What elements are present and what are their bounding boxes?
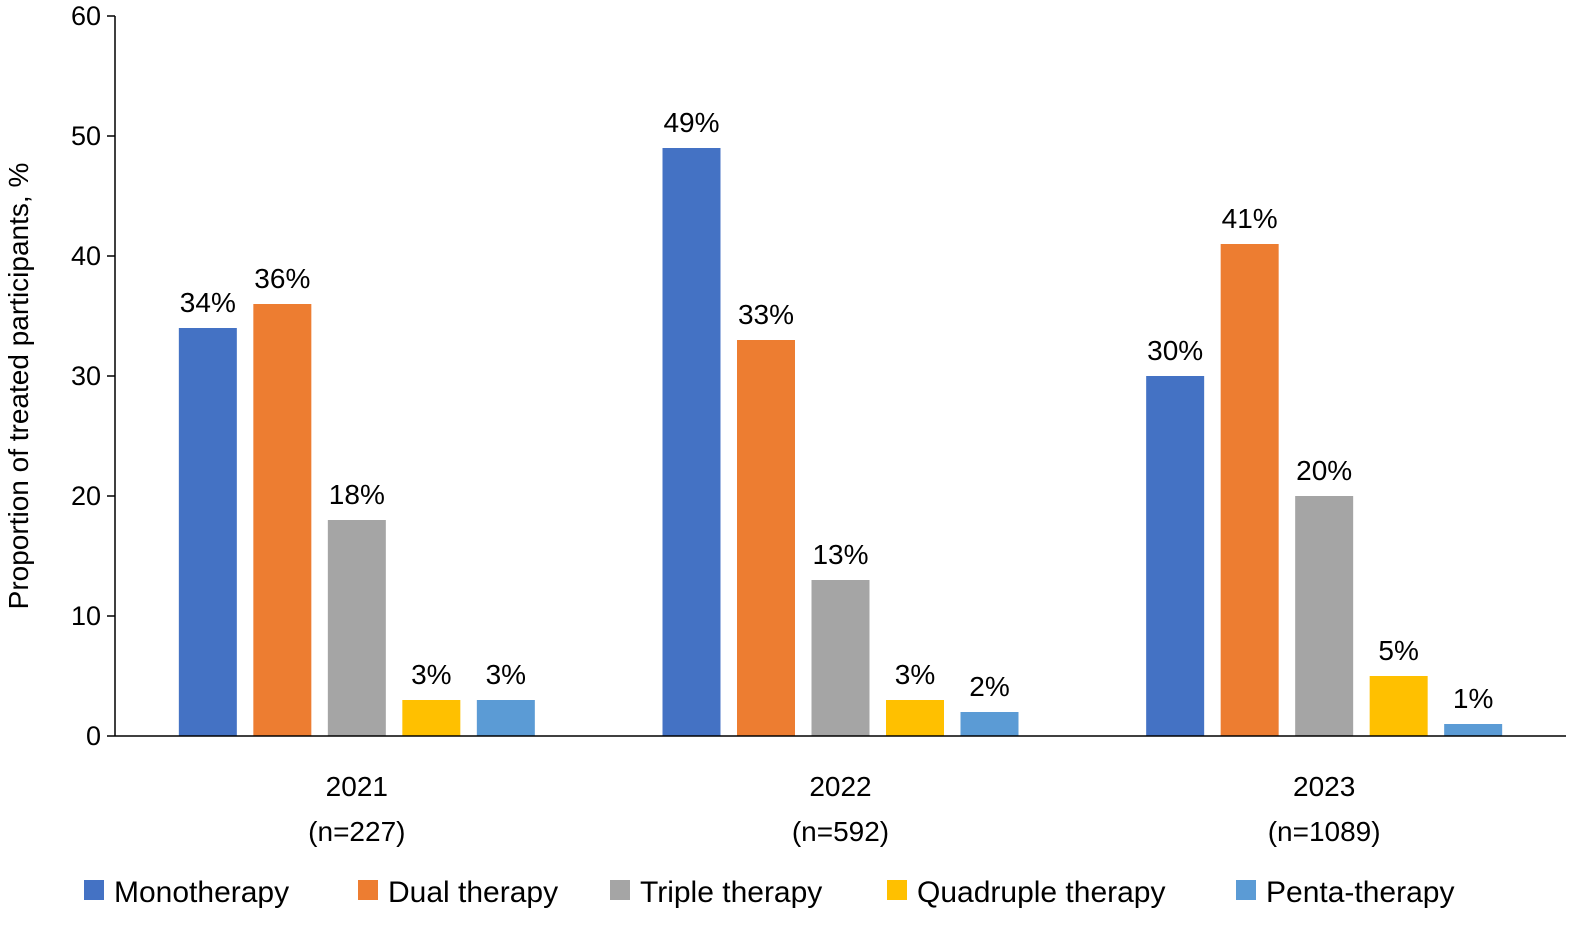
legend-swatch — [1236, 880, 1256, 900]
y-tick-label: 50 — [71, 121, 101, 151]
bar — [811, 580, 870, 736]
data-label: 33% — [738, 299, 794, 330]
legend-label: Dual therapy — [388, 876, 558, 909]
data-label: 3% — [895, 659, 935, 690]
data-label: 3% — [411, 659, 451, 690]
y-tick-label: 20 — [71, 481, 101, 511]
bar — [327, 520, 386, 736]
data-label: 41% — [1222, 203, 1278, 234]
legend-item: Dual therapy — [358, 876, 558, 909]
data-label: 34% — [180, 287, 236, 318]
bars — [178, 148, 1503, 736]
legend-swatch — [358, 880, 378, 900]
legend-swatch — [610, 880, 630, 900]
data-label: 5% — [1378, 635, 1418, 666]
x-axis: 2021 (n=227) 2022 (n=592) 2023 (n=1089) — [115, 735, 1566, 847]
legend-item: Monotherapy — [84, 876, 289, 909]
legend-label: Triple therapy — [640, 876, 822, 909]
data-label: 18% — [329, 479, 385, 510]
bar — [1220, 244, 1279, 736]
y-tick-label: 0 — [86, 721, 101, 751]
y-tick-label: 30 — [71, 361, 101, 391]
y-axis-label: Proportion of treated participants, % — [3, 163, 34, 610]
data-label: 13% — [812, 539, 868, 570]
data-label: 36% — [254, 263, 310, 294]
bar — [886, 700, 944, 736]
legend: Monotherapy Dual therapy Triple therapy Qua… — [84, 876, 1454, 909]
legend-label: Quadruple therapy — [917, 876, 1166, 909]
bar — [402, 700, 461, 736]
x-category-sublabel: (n=227) — [308, 816, 405, 847]
data-label: 3% — [486, 659, 526, 690]
y-tick-label: 40 — [71, 241, 101, 271]
data-labels: 34% 36% 18% 3% 3% 49% 33% 13% 3% 2% 30% 41% 20% 5% 1% — [180, 107, 1494, 714]
y-axis: 0 10 20 30 40 50 60 — [71, 1, 116, 751]
legend-item: Triple therapy — [610, 876, 822, 909]
bar — [253, 304, 312, 736]
bar — [960, 712, 1019, 736]
data-label: 1% — [1453, 683, 1493, 714]
bar — [476, 700, 535, 736]
legend-swatch — [887, 880, 907, 900]
bar — [737, 340, 795, 736]
legend-swatch — [84, 880, 104, 900]
bar — [1146, 376, 1205, 736]
y-tick-label: 10 — [71, 601, 101, 631]
data-label: 30% — [1147, 335, 1203, 366]
x-category-label: 2021 — [326, 771, 388, 802]
bar — [662, 148, 721, 736]
x-category-label: 2022 — [809, 771, 871, 802]
x-category-sublabel: (n=1089) — [1268, 816, 1381, 847]
legend-item: Quadruple therapy — [887, 876, 1166, 909]
bar — [178, 328, 237, 736]
data-label: 20% — [1296, 455, 1352, 486]
x-category-sublabel: (n=592) — [792, 816, 889, 847]
legend-label: Penta-therapy — [1266, 876, 1454, 909]
legend-label: Monotherapy — [114, 876, 289, 909]
legend-item: Penta-therapy — [1236, 876, 1454, 909]
y-tick-label: 60 — [71, 1, 101, 31]
bar — [1295, 496, 1354, 736]
bar — [1369, 676, 1428, 736]
data-label: 49% — [663, 107, 719, 138]
bar — [1444, 724, 1503, 736]
x-category-label: 2023 — [1293, 771, 1355, 802]
data-label: 2% — [969, 671, 1009, 702]
